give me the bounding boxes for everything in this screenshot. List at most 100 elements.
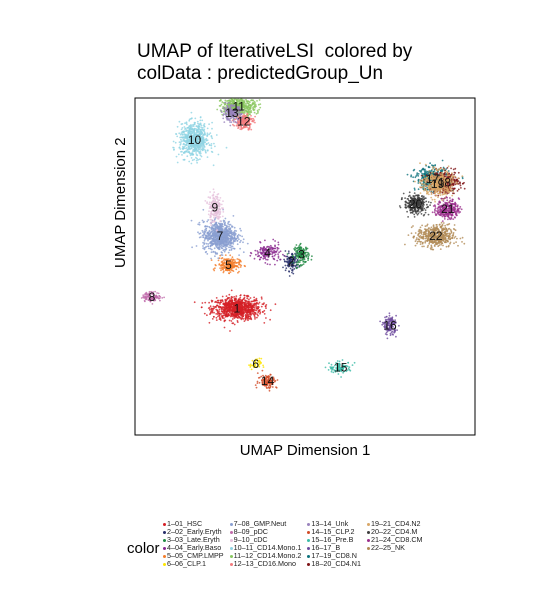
data-point bbox=[253, 100, 256, 103]
data-point bbox=[216, 301, 219, 304]
data-point bbox=[206, 314, 208, 317]
chart-title-line2: colData : predictedGroup_Un bbox=[137, 63, 384, 84]
data-point bbox=[238, 303, 241, 306]
data-point bbox=[195, 125, 198, 128]
data-point bbox=[238, 259, 241, 262]
data-point bbox=[293, 258, 296, 261]
data-point bbox=[208, 307, 211, 309]
data-point bbox=[208, 133, 211, 136]
data-point bbox=[203, 148, 206, 151]
data-point bbox=[265, 317, 267, 319]
data-point bbox=[188, 147, 191, 150]
data-point bbox=[217, 257, 220, 260]
data-point bbox=[221, 299, 223, 302]
data-point bbox=[259, 249, 262, 251]
data-point bbox=[229, 244, 232, 247]
data-point bbox=[289, 260, 291, 262]
data-point bbox=[218, 305, 221, 308]
data-point bbox=[206, 253, 209, 255]
data-point bbox=[203, 133, 206, 136]
data-point bbox=[232, 261, 235, 264]
data-point bbox=[310, 258, 313, 261]
data-point bbox=[461, 177, 464, 180]
data-point bbox=[230, 303, 233, 305]
data-point bbox=[223, 303, 226, 305]
data-point bbox=[239, 294, 242, 296]
data-point bbox=[207, 234, 210, 236]
data-point bbox=[250, 300, 253, 303]
data-point bbox=[252, 101, 254, 104]
data-point bbox=[208, 238, 210, 241]
data-point bbox=[172, 140, 175, 143]
data-point bbox=[225, 146, 228, 149]
data-point bbox=[219, 109, 222, 112]
data-point bbox=[199, 152, 202, 155]
data-point bbox=[232, 308, 234, 310]
data-point bbox=[247, 128, 250, 131]
data-point bbox=[226, 302, 229, 305]
data-point bbox=[223, 311, 226, 313]
data-point bbox=[215, 316, 218, 319]
data-point bbox=[229, 330, 231, 332]
data-point bbox=[238, 263, 240, 266]
data-point bbox=[208, 144, 211, 146]
data-point bbox=[209, 313, 211, 315]
data-point bbox=[269, 318, 271, 321]
data-point bbox=[276, 259, 279, 262]
data-point bbox=[214, 220, 216, 223]
data-point bbox=[300, 254, 303, 256]
data-point bbox=[225, 302, 227, 304]
data-point bbox=[215, 134, 218, 136]
data-point bbox=[217, 215, 220, 218]
data-point bbox=[206, 149, 209, 152]
data-point bbox=[244, 311, 247, 314]
data-point bbox=[175, 155, 178, 158]
data-point bbox=[260, 256, 263, 259]
data-point bbox=[219, 213, 221, 216]
data-point bbox=[284, 260, 286, 263]
data-point bbox=[198, 223, 201, 226]
data-point bbox=[265, 307, 267, 309]
data-point bbox=[229, 315, 232, 318]
data-point bbox=[226, 306, 228, 309]
data-point bbox=[221, 245, 224, 248]
data-point bbox=[239, 241, 241, 244]
data-point bbox=[183, 143, 186, 146]
data-point bbox=[229, 300, 232, 303]
data-point bbox=[206, 202, 209, 205]
data-point bbox=[231, 318, 234, 320]
data-point bbox=[293, 268, 296, 270]
data-point bbox=[188, 119, 191, 122]
data-point bbox=[223, 121, 226, 123]
data-point bbox=[227, 222, 229, 225]
data-point bbox=[246, 295, 249, 298]
data-point bbox=[204, 200, 207, 202]
data-point bbox=[210, 259, 213, 261]
data-point bbox=[235, 265, 238, 267]
data-point bbox=[209, 226, 211, 229]
data-point bbox=[229, 238, 232, 241]
data-point bbox=[236, 311, 239, 313]
data-point bbox=[410, 175, 412, 178]
data-point bbox=[224, 101, 226, 104]
data-point bbox=[249, 297, 252, 299]
data-point bbox=[253, 257, 256, 260]
data-point bbox=[184, 150, 186, 153]
data-point bbox=[181, 154, 183, 156]
data-point bbox=[294, 254, 297, 256]
data-point bbox=[298, 252, 301, 254]
data-point bbox=[202, 208, 205, 211]
data-point bbox=[197, 231, 199, 234]
data-point bbox=[253, 296, 256, 299]
data-point bbox=[234, 303, 237, 305]
data-point bbox=[228, 301, 231, 304]
data-point bbox=[395, 314, 397, 317]
data-point bbox=[185, 130, 188, 133]
data-point bbox=[246, 309, 249, 312]
data-point bbox=[226, 102, 229, 105]
data-point bbox=[283, 258, 285, 261]
data-point bbox=[146, 293, 148, 295]
data-point bbox=[203, 239, 206, 242]
data-point bbox=[202, 236, 205, 239]
data-point bbox=[212, 251, 215, 253]
